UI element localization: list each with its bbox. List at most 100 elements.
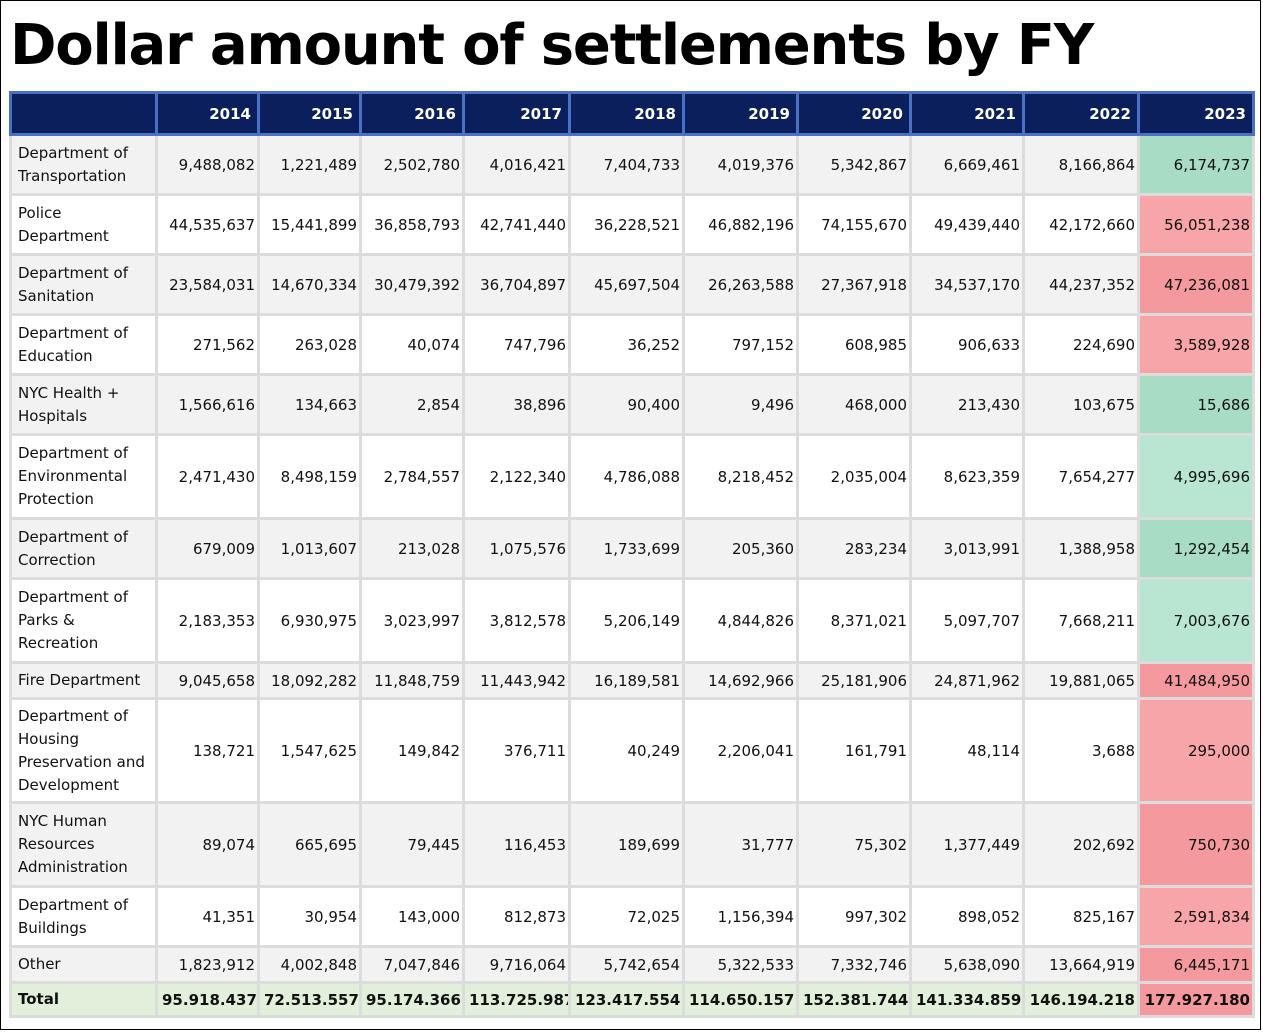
agency-name: Department of Sanitation — [9, 253, 158, 316]
agency-name: Other — [9, 945, 158, 984]
value-cell-2021: 5,638,090 — [909, 945, 1025, 984]
value-cell-2018: 16,189,581 — [568, 661, 685, 700]
value-cell-2017: 2,122,340 — [462, 433, 571, 520]
value-cell-2023: 750,730 — [1137, 801, 1255, 888]
year-header-2016: 2016 — [359, 91, 465, 136]
value-cell-2015: 665,695 — [257, 801, 362, 888]
value-cell-2020: 2,035,004 — [796, 433, 912, 520]
value-cell-2014: 1,823,912 — [155, 945, 260, 984]
value-cell-2014: 271,562 — [155, 313, 260, 376]
total-cell-2021: 141.334.859 — [909, 981, 1025, 1018]
value-cell-2016: 30,479,392 — [359, 253, 465, 316]
value-cell-2017: 38,896 — [462, 373, 571, 436]
year-header-2022: 2022 — [1022, 91, 1140, 136]
year-header-2018: 2018 — [568, 91, 685, 136]
agency-name: Department of Parks & Recreation — [9, 577, 158, 664]
settlements-table: 2014 2015 2016 2017 2018 2019 2020 2021 2022 2023… — [9, 91, 1255, 1018]
agency-name: Police Department — [9, 193, 158, 256]
value-cell-2016: 40,074 — [359, 313, 465, 376]
value-cell-2022: 825,167 — [1022, 885, 1140, 948]
value-cell-2016: 36,858,793 — [359, 193, 465, 256]
value-cell-2014: 1,566,616 — [155, 373, 260, 436]
value-cell-2017: 9,716,064 — [462, 945, 571, 984]
value-cell-2015: 1,221,489 — [257, 133, 362, 196]
agency-name: Department of Education — [9, 313, 158, 376]
table-row: NYC Health + Hospitals 1,566,616 134,663 2,… — [9, 373, 1255, 436]
table-row: Police Department 44,535,637 15,441,899 36,… — [9, 193, 1255, 256]
value-cell-2023: 1,292,454 — [1137, 517, 1255, 580]
value-cell-2018: 189,699 — [568, 801, 685, 888]
year-header-2023: 2023 — [1137, 91, 1255, 136]
value-cell-2022: 44,237,352 — [1022, 253, 1140, 316]
value-cell-2015: 8,498,159 — [257, 433, 362, 520]
value-cell-2018: 7,404,733 — [568, 133, 685, 196]
table-row: Department of Correction 679,009 1,013,607… — [9, 517, 1255, 580]
value-cell-2015: 1,547,625 — [257, 697, 362, 804]
value-cell-2023: 6,174,737 — [1137, 133, 1255, 196]
table-row: Department of Buildings 41,351 30,954 143,0… — [9, 885, 1255, 948]
total-label: Total — [9, 981, 158, 1018]
value-cell-2019: 26,263,588 — [682, 253, 799, 316]
value-cell-2017: 812,873 — [462, 885, 571, 948]
total-cell-2018: 123.417.554 — [568, 981, 685, 1018]
table-row: Department of Education 271,562 263,028 40,… — [9, 313, 1255, 376]
value-cell-2022: 8,166,864 — [1022, 133, 1140, 196]
agency-name: Fire Department — [9, 661, 158, 700]
value-cell-2022: 1,388,958 — [1022, 517, 1140, 580]
value-cell-2022: 103,675 — [1022, 373, 1140, 436]
value-cell-2021: 24,871,962 — [909, 661, 1025, 700]
value-cell-2015: 4,002,848 — [257, 945, 362, 984]
value-cell-2022: 3,688 — [1022, 697, 1140, 804]
value-cell-2020: 283,234 — [796, 517, 912, 580]
table-row: Department of Parks & Recreation 2,183,35… — [9, 577, 1255, 664]
value-cell-2015: 30,954 — [257, 885, 362, 948]
value-cell-2021: 6,669,461 — [909, 133, 1025, 196]
value-cell-2021: 898,052 — [909, 885, 1025, 948]
value-cell-2020: 468,000 — [796, 373, 912, 436]
value-cell-2020: 7,332,746 — [796, 945, 912, 984]
value-cell-2020: 74,155,670 — [796, 193, 912, 256]
total-cell-2016: 95.174.366 — [359, 981, 465, 1018]
total-cell-2015: 72.513.557 — [257, 981, 362, 1018]
value-cell-2015: 263,028 — [257, 313, 362, 376]
table-row: Other 1,823,912 4,002,848 7,047,846 9,716,06… — [9, 945, 1255, 984]
value-cell-2019: 46,882,196 — [682, 193, 799, 256]
total-cell-2017: 113.725.987 — [462, 981, 571, 1018]
value-cell-2019: 2,206,041 — [682, 697, 799, 804]
value-cell-2019: 31,777 — [682, 801, 799, 888]
value-cell-2021: 5,097,707 — [909, 577, 1025, 664]
value-cell-2018: 40,249 — [568, 697, 685, 804]
value-cell-2019: 4,844,826 — [682, 577, 799, 664]
value-cell-2018: 1,733,699 — [568, 517, 685, 580]
value-cell-2016: 2,854 — [359, 373, 465, 436]
value-cell-2023: 4,995,696 — [1137, 433, 1255, 520]
agency-name: Department of Housing Preservation and D… — [9, 697, 158, 804]
table-row: Department of Housing Preservation and D… — [9, 697, 1255, 804]
value-cell-2014: 44,535,637 — [155, 193, 260, 256]
value-cell-2020: 5,342,867 — [796, 133, 912, 196]
agency-name: NYC Health + Hospitals — [9, 373, 158, 436]
value-cell-2021: 213,430 — [909, 373, 1025, 436]
value-cell-2020: 8,371,021 — [796, 577, 912, 664]
value-cell-2019: 8,218,452 — [682, 433, 799, 520]
value-cell-2021: 906,633 — [909, 313, 1025, 376]
value-cell-2020: 997,302 — [796, 885, 912, 948]
value-cell-2018: 4,786,088 — [568, 433, 685, 520]
value-cell-2014: 9,045,658 — [155, 661, 260, 700]
value-cell-2019: 4,019,376 — [682, 133, 799, 196]
value-cell-2020: 608,985 — [796, 313, 912, 376]
value-cell-2016: 2,502,780 — [359, 133, 465, 196]
total-cell-2014: 95.918.437 — [155, 981, 260, 1018]
value-cell-2023: 6,445,171 — [1137, 945, 1255, 984]
value-cell-2019: 14,692,966 — [682, 661, 799, 700]
table-row: Fire Department 9,045,658 18,092,282 11,848… — [9, 661, 1255, 700]
value-cell-2016: 3,023,997 — [359, 577, 465, 664]
value-cell-2022: 7,668,211 — [1022, 577, 1140, 664]
value-cell-2017: 42,741,440 — [462, 193, 571, 256]
total-cell-2022: 146.194.218 — [1022, 981, 1140, 1018]
value-cell-2017: 36,704,897 — [462, 253, 571, 316]
value-cell-2014: 23,584,031 — [155, 253, 260, 316]
year-header-2017: 2017 — [462, 91, 571, 136]
total-row: Total 95.918.437 72.513.557 95.174.366 113.… — [9, 981, 1255, 1018]
year-header-2020: 2020 — [796, 91, 912, 136]
